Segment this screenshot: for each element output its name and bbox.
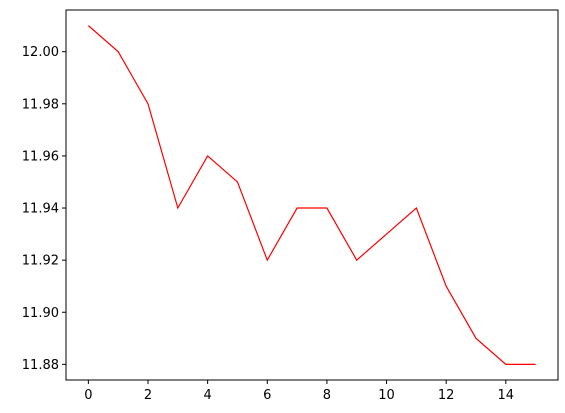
- x-tick-label: 0: [84, 388, 92, 403]
- y-tick-label: 11.88: [22, 358, 59, 373]
- y-tick-label: 11.98: [22, 97, 59, 112]
- y-tick-label: 11.94: [22, 202, 59, 217]
- x-tick-label: 4: [203, 388, 211, 403]
- series-layer: [87, 25, 536, 365]
- x-tick-label: 8: [323, 388, 331, 403]
- y-tick-label: 11.90: [22, 306, 59, 321]
- x-tick-label: 12: [438, 388, 455, 403]
- y-tick-label: 12.00: [22, 45, 59, 60]
- series-line: [87, 25, 536, 365]
- x-tick-label: 10: [378, 388, 395, 403]
- plot-frame: [65, 9, 559, 381]
- y-tick-label: 11.92: [22, 254, 59, 269]
- y-tick-label: 11.96: [22, 149, 59, 164]
- x-tick-label: 6: [263, 388, 271, 403]
- x-tick-label: 2: [144, 388, 152, 403]
- x-tick-label: 14: [498, 388, 515, 403]
- ticks-layer: 0 2 4 6 8 10 12 14 11.88 11.90 11.92 11.94 11.96 11.9…: [22, 45, 514, 403]
